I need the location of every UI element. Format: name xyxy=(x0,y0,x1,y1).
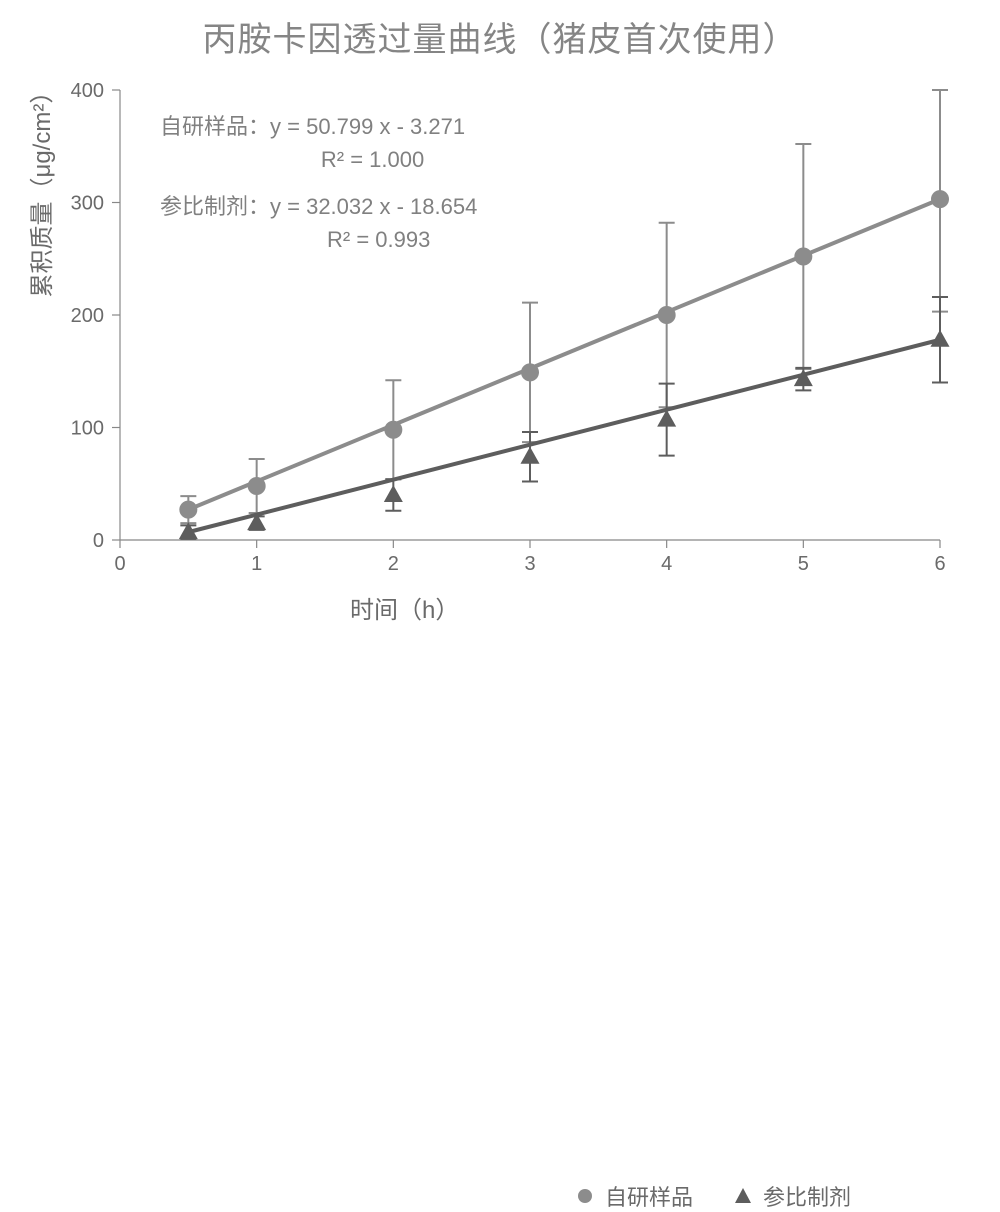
svg-text:2: 2 xyxy=(388,553,399,575)
chart-container: 丙胺卡因透过量曲线（猪皮首次使用） 累积质量（μg/cm²） 0 1 2 3 4 5 6 0 1… xyxy=(0,0,1000,644)
svg-text:4: 4 xyxy=(661,553,672,575)
annotation-self-eq: y = 50.799 x - 3.271 xyxy=(270,114,465,139)
svg-text:3: 3 xyxy=(524,553,535,575)
legend-label-self: 自研样品 xyxy=(605,1180,693,1212)
legend-item-self: 自研样品 xyxy=(575,1180,693,1212)
chart-title: 丙胺卡因透过量曲线（猪皮首次使用） xyxy=(0,12,1000,61)
svg-text:0: 0 xyxy=(93,530,104,552)
legend-item-ref: 参比制剂 xyxy=(733,1180,851,1212)
triangle-marker-icon xyxy=(733,1186,753,1206)
x-axis-row: 时间（h） 自研样品 参比制剂 xyxy=(0,590,1000,630)
x-axis-label: 时间（h） xyxy=(350,590,459,625)
svg-text:1: 1 xyxy=(251,553,262,575)
annotation-ref: 参比制剂：y = 32.032 x - 18.654 R² = 0.993 xyxy=(160,190,477,256)
svg-text:400: 400 xyxy=(71,80,104,102)
annotation-ref-prefix: 参比制剂： xyxy=(160,194,270,219)
svg-text:100: 100 xyxy=(71,418,104,440)
svg-text:0: 0 xyxy=(114,553,125,575)
annotation-ref-r2: R² = 0.993 xyxy=(160,223,477,256)
annotation-self-prefix: 自研样品： xyxy=(160,114,270,139)
svg-text:5: 5 xyxy=(798,553,809,575)
legend-label-ref: 参比制剂 xyxy=(763,1180,851,1212)
svg-text:6: 6 xyxy=(934,553,945,575)
svg-text:300: 300 xyxy=(71,193,104,215)
circle-marker-icon xyxy=(575,1186,595,1206)
annotation-self: 自研样品：y = 50.799 x - 3.271 R² = 1.000 xyxy=(160,110,465,176)
annotation-self-r2: R² = 1.000 xyxy=(160,143,465,176)
annotation-ref-eq: y = 32.032 x - 18.654 xyxy=(270,194,477,219)
legend: 自研样品 参比制剂 xyxy=(575,1180,851,1212)
y-axis-label: 累积质量（μg/cm²） xyxy=(22,80,57,298)
svg-text:200: 200 xyxy=(71,305,104,327)
